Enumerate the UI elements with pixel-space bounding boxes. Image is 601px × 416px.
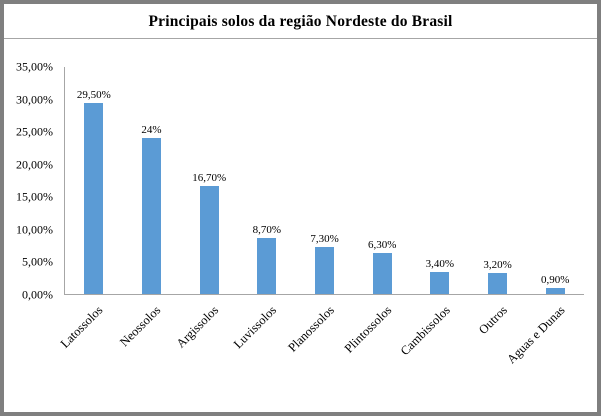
bar-value-label: 3,20% [483, 259, 512, 272]
x-category-label: Luvissolos [230, 303, 280, 352]
bar [257, 237, 277, 294]
bar [488, 273, 508, 294]
bar-value-label: 3,40% [425, 257, 455, 270]
bar-value-label: 29,50% [76, 88, 111, 101]
bar-value-label: 8,70% [252, 223, 282, 236]
bar-slot: 3,20% [469, 67, 527, 294]
bar-slot: 6,30% [353, 67, 411, 294]
x-category-label: Neossolos [117, 303, 164, 350]
x-label-slot: Luvissolos [231, 299, 295, 404]
y-tick-label: 15,00% [16, 189, 53, 204]
bar-value-label: 6,30% [367, 239, 397, 252]
plot-area: 29,50% 24% 16,70% 8,70% 7,30% 6,30% 3,40% 3,20%… [64, 67, 584, 295]
y-axis: 35,00% 30,00% 25,00% 20,00% 15,00% 10,00% 5,00… [4, 60, 59, 302]
bar [199, 185, 219, 294]
y-tick-label: 20,00% [16, 157, 53, 172]
chart-area: 35,00% 30,00% 25,00% 20,00% 15,00% 10,00% 5,00… [4, 39, 597, 409]
y-tick-label: 0,00% [22, 287, 53, 302]
y-tick-label: 30,00% [16, 92, 53, 107]
bar-value-label: 0,90% [541, 274, 570, 287]
y-tick-label: 5,00% [22, 254, 53, 269]
chart-title-bar: Principais solos da região Nordeste do B… [4, 4, 597, 39]
y-tick-label: 35,00% [16, 59, 53, 74]
x-label-slot: Planossolos [285, 299, 353, 404]
x-label-slot: Cambissolos [397, 299, 469, 404]
bar [315, 246, 335, 294]
bar [372, 253, 392, 294]
plot-bars: 29,50% 24% 16,70% 8,70% 7,30% 6,30% 3,40% 3,20%… [65, 67, 584, 294]
bar [430, 271, 450, 294]
bar-slot: 29,50% [65, 67, 123, 294]
x-category-label: Argissolos [173, 303, 222, 351]
bar [545, 288, 565, 294]
y-tick-label: 10,00% [16, 222, 53, 237]
x-label-slot: Aguas e Dunas [505, 299, 584, 404]
bar [142, 138, 161, 294]
chart-title: Principais solos da região Nordeste do B… [148, 13, 453, 30]
bar-slot: 3,40% [411, 67, 469, 294]
bar-value-label: 16,70% [192, 171, 227, 184]
bar-value-label: 24% [141, 124, 162, 137]
bar [84, 102, 104, 294]
x-category-label: Latossolos [57, 303, 106, 351]
bar-slot: 0,90% [526, 67, 584, 294]
bar-value-label: 7,30% [310, 232, 339, 245]
bar-slot: 8,70% [238, 67, 296, 294]
x-label-slot: Neossolos [117, 299, 180, 404]
x-axis-labels: Latossolos Neossolos Argissolos Luvissolos P… [58, 299, 584, 404]
x-label-slot: Latossolos [58, 299, 122, 404]
x-category-label: Outros [476, 303, 511, 337]
x-label-slot: Argissolos [174, 299, 238, 404]
bar-slot: 7,30% [296, 67, 354, 294]
bar-slot: 16,70% [180, 67, 238, 294]
y-tick-label: 25,00% [16, 124, 53, 139]
bar-slot: 24% [123, 67, 181, 294]
